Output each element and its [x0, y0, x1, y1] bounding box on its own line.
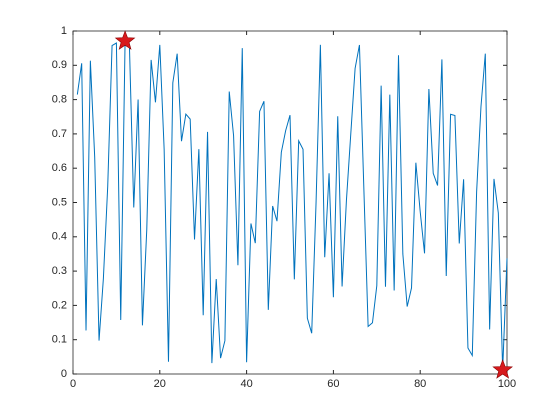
- y-tick-label: 0.6: [52, 162, 67, 174]
- y-tick-label: 0.4: [52, 231, 67, 243]
- star-marker: [492, 359, 513, 379]
- y-tick-label: 0.3: [52, 265, 67, 277]
- x-tick-label: 40: [240, 378, 252, 390]
- y-tick-label: 1: [61, 25, 67, 37]
- x-tick-label: 60: [327, 378, 339, 390]
- y-tick-label: 0.2: [52, 299, 67, 311]
- x-tick-label: 80: [414, 378, 426, 390]
- y-tick-label: 0.9: [52, 59, 67, 71]
- y-tick-label: 0: [61, 368, 67, 380]
- axes-box: [72, 30, 508, 375]
- data-line: [76, 39, 508, 370]
- y-tick-label: 0.5: [52, 196, 67, 208]
- x-tick-label: 20: [154, 378, 166, 390]
- x-tick-label: 100: [498, 378, 516, 390]
- y-tick-label: 0.8: [52, 94, 67, 106]
- y-tick-label: 0.7: [52, 128, 67, 140]
- star-marker: [114, 30, 136, 50]
- y-tick-label: 0.1: [52, 334, 67, 346]
- x-tick-label: 0: [70, 378, 76, 390]
